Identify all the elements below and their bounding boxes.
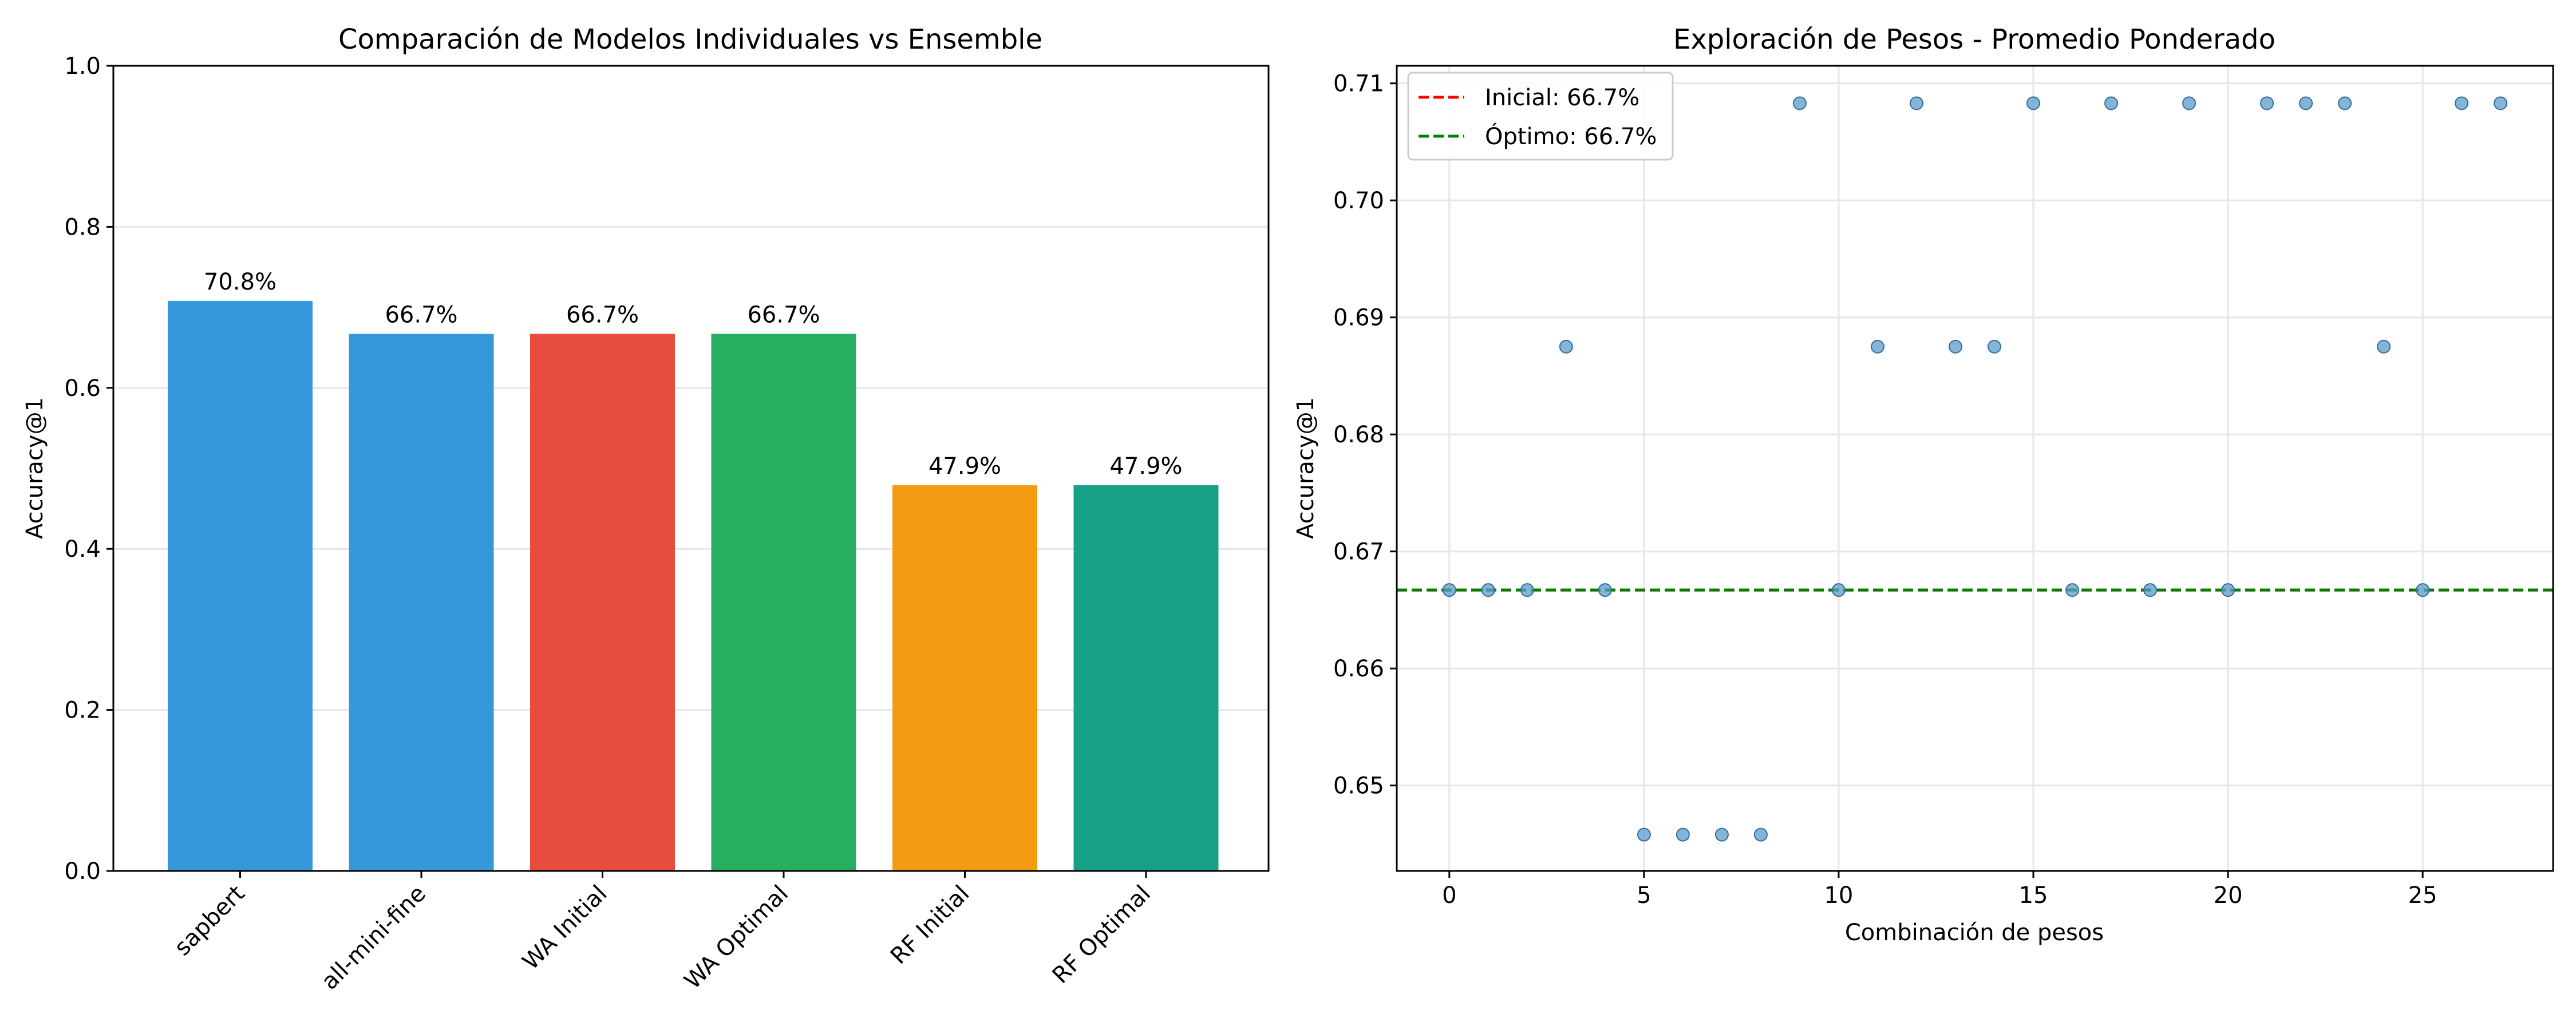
scatter-x-tick-label: 5 (1637, 882, 1651, 909)
scatter-x-tick-label: 25 (2408, 882, 2437, 909)
bar-chart-y-axis-label: Accuracy@1 (22, 397, 48, 539)
scatter-point (2416, 583, 2430, 597)
scatter-x-tick-label: 20 (2214, 882, 2243, 909)
scatter-chart-y-axis-label: Accuracy@1 (1293, 397, 1319, 539)
bar-y-tick-label: 0.2 (64, 698, 101, 724)
scatter-point (2065, 583, 2080, 597)
bar-value-label: 66.7% (747, 302, 820, 328)
scatter-point (1559, 339, 1573, 354)
scatter-point (1870, 339, 1884, 354)
scatter-point (1909, 96, 1923, 110)
scatter-point (2299, 96, 2313, 110)
scatter-chart-x-axis-label: Combinación de pesos (1845, 920, 2104, 946)
bar-chart-panel: Comparación de Modelos Individuales vs E… (22, 23, 1270, 995)
bar (1073, 485, 1219, 871)
bar (892, 485, 1037, 871)
bar-chart-y-ticks: 0.0 0.2 0.4 0.6 0.8 1.0 (64, 53, 113, 885)
bar (530, 334, 675, 871)
legend-box (1407, 72, 1674, 161)
bar-y-tick-label: 0.4 (64, 536, 101, 562)
bar-y-tick-label: 0.6 (64, 375, 101, 402)
bar (349, 334, 494, 871)
scatter-y-tick-label: 0.69 (1333, 305, 1384, 331)
legend-label-optimal: Óptimo: 66.7% (1485, 122, 1657, 150)
scatter-y-tick-label: 0.68 (1333, 422, 1384, 448)
scatter-point (1481, 583, 1495, 597)
scatter-point (1442, 583, 1456, 597)
bar-value-label: 47.9% (1109, 453, 1182, 480)
scatter-chart-x-ticks: 0 5 10 15 20 25 (1442, 871, 2437, 909)
scatter-point (2260, 96, 2274, 110)
scatter-x-tick-label: 15 (2019, 882, 2048, 909)
scatter-point (2455, 96, 2469, 110)
scatter-x-tick-label: 10 (1824, 882, 1853, 909)
scatter-y-tick-label: 0.66 (1333, 656, 1384, 682)
scatter-x-tick-label: 0 (1442, 882, 1456, 909)
scatter-point (1792, 96, 1807, 110)
bar-y-tick-label: 0.0 (64, 858, 101, 885)
scatter-chart-title: Exploración de Pesos - Promedio Ponderad… (1673, 23, 2275, 56)
bar-chart-bars (168, 300, 1219, 871)
bar-value-label: 70.8% (204, 269, 276, 295)
bar-value-label: 66.7% (566, 302, 639, 328)
scatter-point (2338, 96, 2352, 110)
scatter-point (1753, 827, 1768, 842)
bar (711, 334, 856, 871)
scatter-point (2143, 583, 2158, 597)
legend-label-initial: Inicial: 66.7% (1485, 85, 1639, 111)
bar (168, 300, 313, 871)
scatter-y-tick-label: 0.65 (1333, 773, 1384, 799)
bar-value-label: 47.9% (929, 453, 1001, 480)
scatter-point (1988, 339, 2002, 354)
scatter-point (1831, 583, 1846, 597)
scatter-chart-panel: Exploración de Pesos - Promedio Ponderad… (1293, 23, 2554, 946)
scatter-point (1520, 583, 1534, 597)
scatter-point (1637, 827, 1651, 842)
scatter-point (2377, 339, 2391, 354)
bar-y-tick-label: 0.8 (64, 214, 101, 240)
scatter-point (1598, 583, 1612, 597)
scatter-chart-points (1442, 96, 2508, 842)
bar-value-label: 66.7% (385, 302, 457, 328)
scatter-point (1676, 827, 1690, 842)
bar-chart-frame (112, 65, 1270, 872)
scatter-chart-y-ticks: 0.65 0.66 0.67 0.68 0.69 0.70 0.71 (1333, 71, 1397, 799)
scatter-y-tick-label: 0.67 (1333, 539, 1384, 565)
scatter-y-tick-label: 0.70 (1333, 188, 1384, 214)
bar-chart-title: Comparación de Modelos Individuales vs E… (338, 23, 1042, 56)
scatter-point (2182, 96, 2196, 110)
scatter-chart-frame (1396, 65, 2554, 872)
scatter-point (2221, 583, 2235, 597)
scatter-point (2026, 96, 2041, 110)
scatter-chart-legend: Inicial: 66.7% Óptimo: 66.7% (1407, 72, 1674, 161)
scatter-point (2104, 96, 2119, 110)
bar-y-tick-label: 1.0 (64, 53, 101, 80)
bar-chart-value-labels: 70.8% 66.7% 66.7% 66.7% 47.9% 47.9% (204, 269, 1183, 480)
scatter-y-tick-label: 0.71 (1333, 71, 1384, 97)
scatter-point (1948, 339, 1962, 354)
scatter-point (1714, 827, 1729, 842)
scatter-point (2494, 96, 2508, 110)
